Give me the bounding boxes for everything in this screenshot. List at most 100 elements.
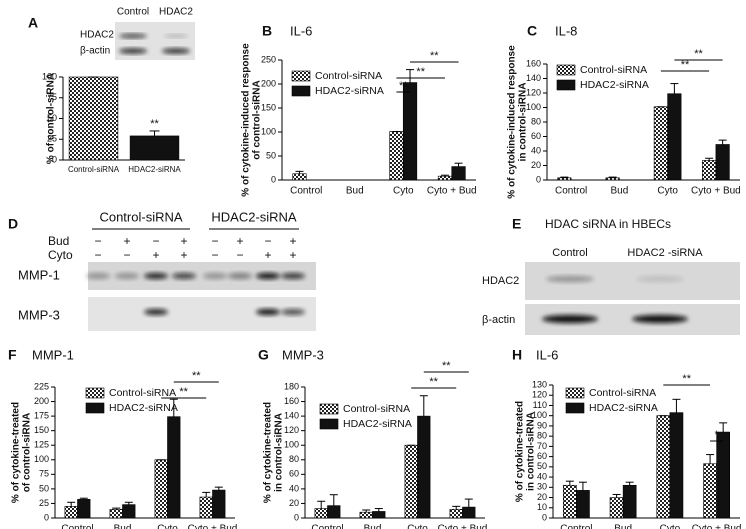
error-bar xyxy=(317,500,326,509)
error-bar xyxy=(295,170,304,174)
significance: ** xyxy=(192,370,201,382)
error-bar xyxy=(329,494,338,506)
treatment-label: Cyto xyxy=(48,248,73,262)
error-bar xyxy=(169,398,178,417)
error-bar xyxy=(79,497,88,500)
panel-letter: H xyxy=(512,347,522,363)
blot-band xyxy=(115,273,139,279)
legend-label: HDAC2-siRNA xyxy=(315,85,384,97)
error-bar xyxy=(454,162,463,167)
error-bar xyxy=(440,174,449,177)
lane-label: HDAC2 xyxy=(159,7,193,18)
bar xyxy=(462,506,476,519)
y-tick-label: 20 xyxy=(537,492,547,502)
legend-label: HDAC2-siRNA xyxy=(109,402,178,414)
row-label: MMP-3 xyxy=(18,307,60,322)
legend-swatch xyxy=(565,402,585,414)
y-tick-label: 120 xyxy=(532,390,547,400)
y-axis-label: % of cytokine-induced response xyxy=(507,45,518,199)
blot-band xyxy=(86,273,110,279)
legend-label: Control-siRNA xyxy=(580,64,647,76)
y-tick-label: 100 xyxy=(42,71,57,81)
bar xyxy=(669,412,684,519)
bar xyxy=(451,166,466,181)
bar xyxy=(656,415,671,519)
significance: ** xyxy=(429,376,438,388)
bar xyxy=(562,484,577,519)
x-tick-label: Cyto xyxy=(157,524,178,529)
legend-swatch xyxy=(319,418,339,430)
x-tick-label: Control xyxy=(311,524,343,529)
bar xyxy=(557,177,572,181)
y-tick-label: 20 xyxy=(531,160,541,170)
treatment-sign: − xyxy=(94,248,101,262)
treatment-sign: − xyxy=(152,234,159,248)
x-tick-label: Bud xyxy=(610,186,628,197)
bar xyxy=(653,106,668,181)
row-label: β-actin xyxy=(80,46,110,57)
legend-label: HDAC2-siRNA xyxy=(589,402,658,414)
chart-title: IL-6 xyxy=(290,23,312,38)
y-tick-label: 200 xyxy=(261,78,276,88)
panel-letter: F xyxy=(8,347,17,363)
error-bar xyxy=(718,139,727,145)
x-tick-label: Control xyxy=(61,524,93,529)
panel-letter: E xyxy=(512,216,521,232)
y-tick-label: 0 xyxy=(52,154,57,164)
panel-letter: C xyxy=(527,23,537,39)
y-tick-label: 10 xyxy=(537,502,547,512)
lane-label: HDAC2 -siRNA xyxy=(627,247,703,259)
y-tick-label: 60 xyxy=(531,131,541,141)
bar xyxy=(199,496,213,519)
error-bar xyxy=(419,395,428,417)
chart-title: IL-6 xyxy=(536,347,558,362)
y-tick-label: 100 xyxy=(284,440,299,450)
error-bar xyxy=(578,481,587,491)
bar xyxy=(292,173,307,181)
group-label: HDAC2-siRNA xyxy=(211,209,297,224)
bar xyxy=(77,499,91,519)
error-bar xyxy=(112,507,121,510)
y-tick-label: 100 xyxy=(532,410,547,420)
treatment-sign: + xyxy=(289,234,296,248)
error-bar xyxy=(560,176,569,178)
blot-band xyxy=(256,273,280,279)
blot xyxy=(115,22,195,60)
legend-label: Control-siRNA xyxy=(315,70,382,82)
panel-letter: G xyxy=(258,347,269,363)
blot-band xyxy=(203,273,227,279)
bar xyxy=(417,415,431,519)
y-axis-label: % of cytokine-induced response xyxy=(241,43,252,197)
blot-band xyxy=(162,48,190,54)
error-bar xyxy=(464,498,473,508)
lane-label: Control xyxy=(117,7,149,18)
bar xyxy=(129,135,180,161)
bar xyxy=(576,490,590,519)
chart-title: IL-8 xyxy=(555,23,577,38)
treatment-sign: + xyxy=(289,248,296,262)
blot-band xyxy=(119,48,147,54)
y-tick-label: 140 xyxy=(526,73,541,83)
legend-label: Control-siRNA xyxy=(589,387,656,399)
y-tick-label: 0 xyxy=(271,174,276,184)
y-tick-label: 50 xyxy=(39,483,49,493)
legend-label: HDAC2-siRNA xyxy=(343,418,412,430)
bar xyxy=(64,506,78,519)
error-bar xyxy=(452,505,461,510)
y-tick-label: 150 xyxy=(261,102,276,112)
y-tick-label: 30 xyxy=(537,482,547,492)
x-tick-label: HDAC2-siRNA xyxy=(128,165,181,174)
legend-swatch xyxy=(319,403,339,415)
bar xyxy=(372,511,386,519)
bar xyxy=(437,175,453,181)
y-tick-label: 75 xyxy=(47,92,57,102)
blot-band xyxy=(542,315,598,323)
bar xyxy=(605,177,620,181)
treatment-sign: − xyxy=(123,248,130,262)
bar xyxy=(622,484,637,519)
y-tick-label: 25 xyxy=(39,498,49,508)
x-tick-label: Cyto + Bud xyxy=(692,524,742,529)
x-tick-label: Cyto + Bud xyxy=(691,186,741,197)
y-tick-label: 80 xyxy=(537,431,547,441)
panel-letter: A xyxy=(28,15,38,31)
